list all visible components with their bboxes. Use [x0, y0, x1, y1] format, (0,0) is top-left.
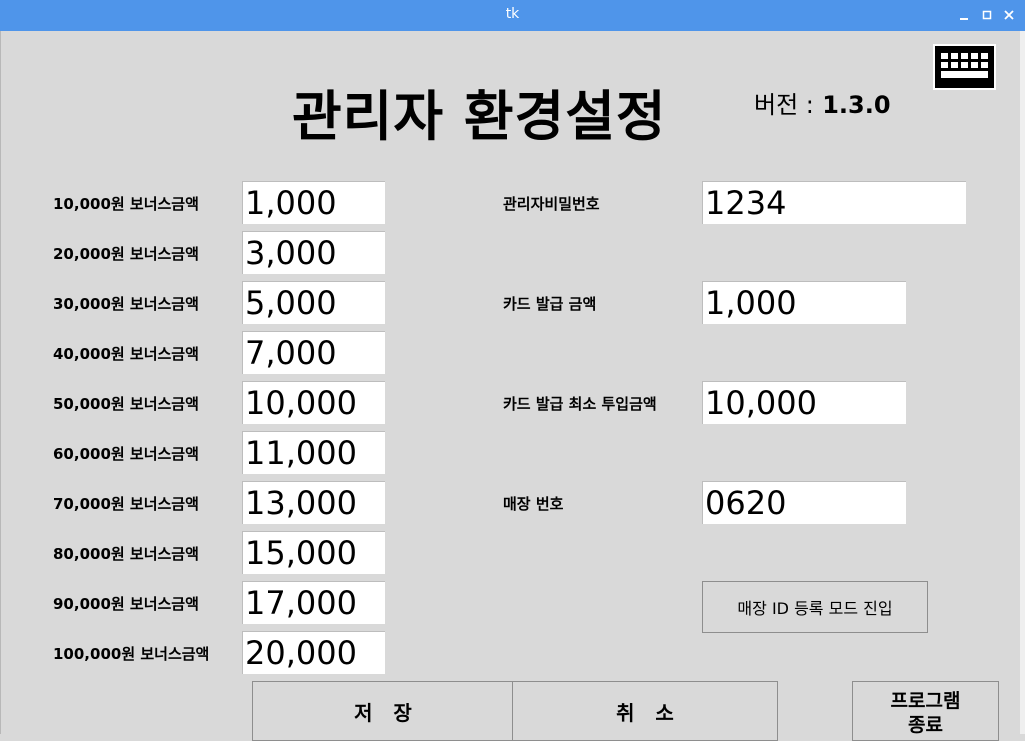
card-fee-label: 카드 발급 금액	[503, 295, 597, 313]
window-titlebar[interactable]: tk	[0, 0, 1025, 31]
bonus-input-20000[interactable]	[242, 231, 385, 274]
bonus-input-70000[interactable]	[242, 481, 385, 524]
cancel-button-label: 취 소	[616, 700, 674, 725]
bonus-label-20000: 20,000원 보너스금액	[53, 245, 199, 263]
bonus-label-60000: 60,000원 보너스금액	[53, 445, 199, 463]
save-button[interactable]: 저 장	[252, 681, 514, 741]
minimize-icon[interactable]	[957, 8, 971, 22]
version-label: 버전 :	[754, 91, 814, 119]
bonus-label-80000: 80,000원 보너스금액	[53, 545, 199, 563]
keyboard-button[interactable]	[933, 44, 996, 90]
card-min-input-label: 카드 발급 최소 투입금액	[503, 395, 657, 413]
bonus-label-100000: 100,000원 보너스금액	[53, 645, 210, 663]
store-number-label: 매장 번호	[503, 495, 564, 513]
bonus-input-60000[interactable]	[242, 431, 385, 474]
bonus-label-70000: 70,000원 보너스금액	[53, 495, 199, 513]
admin-password-label: 관리자비밀번호	[503, 195, 600, 213]
version-value: 1.3.0	[822, 91, 891, 119]
page-title: 관리자 환경설정	[292, 85, 667, 148]
window-right-edge	[1020, 31, 1025, 734]
save-button-label: 저 장	[354, 700, 412, 725]
bonus-input-10000[interactable]	[242, 181, 385, 224]
exit-program-button[interactable]: 프로그램 종료	[852, 681, 999, 741]
cancel-button[interactable]: 취 소	[512, 681, 778, 741]
card-fee-input[interactable]	[702, 281, 906, 324]
bonus-input-80000[interactable]	[242, 531, 385, 574]
bonus-label-50000: 50,000원 보너스금액	[53, 395, 199, 413]
bonus-input-100000[interactable]	[242, 631, 385, 674]
bonus-label-10000: 10,000원 보너스금액	[53, 195, 199, 213]
exit-button-line1: 프로그램	[890, 690, 961, 712]
exit-button-line2: 종료	[908, 714, 943, 736]
bonus-label-40000: 40,000원 보너스금액	[53, 345, 199, 363]
card-min-input-field[interactable]	[702, 381, 906, 424]
bonus-input-40000[interactable]	[242, 331, 385, 374]
window-title: tk	[505, 6, 520, 22]
bonus-input-30000[interactable]	[242, 281, 385, 324]
bonus-label-30000: 30,000원 보너스금액	[53, 295, 199, 313]
version-text: 버전 : 1.3.0	[754, 85, 891, 120]
keyboard-icon	[941, 53, 988, 78]
bonus-input-90000[interactable]	[242, 581, 385, 624]
bonus-input-50000[interactable]	[242, 381, 385, 424]
bonus-label-90000: 90,000원 보너스금액	[53, 595, 199, 613]
admin-password-input[interactable]	[702, 181, 966, 224]
close-icon[interactable]	[1002, 8, 1016, 22]
maximize-icon[interactable]	[980, 8, 994, 22]
store-id-mode-button[interactable]: 매장 ID 등록 모드 진입	[702, 581, 928, 633]
store-number-input[interactable]	[702, 481, 906, 524]
